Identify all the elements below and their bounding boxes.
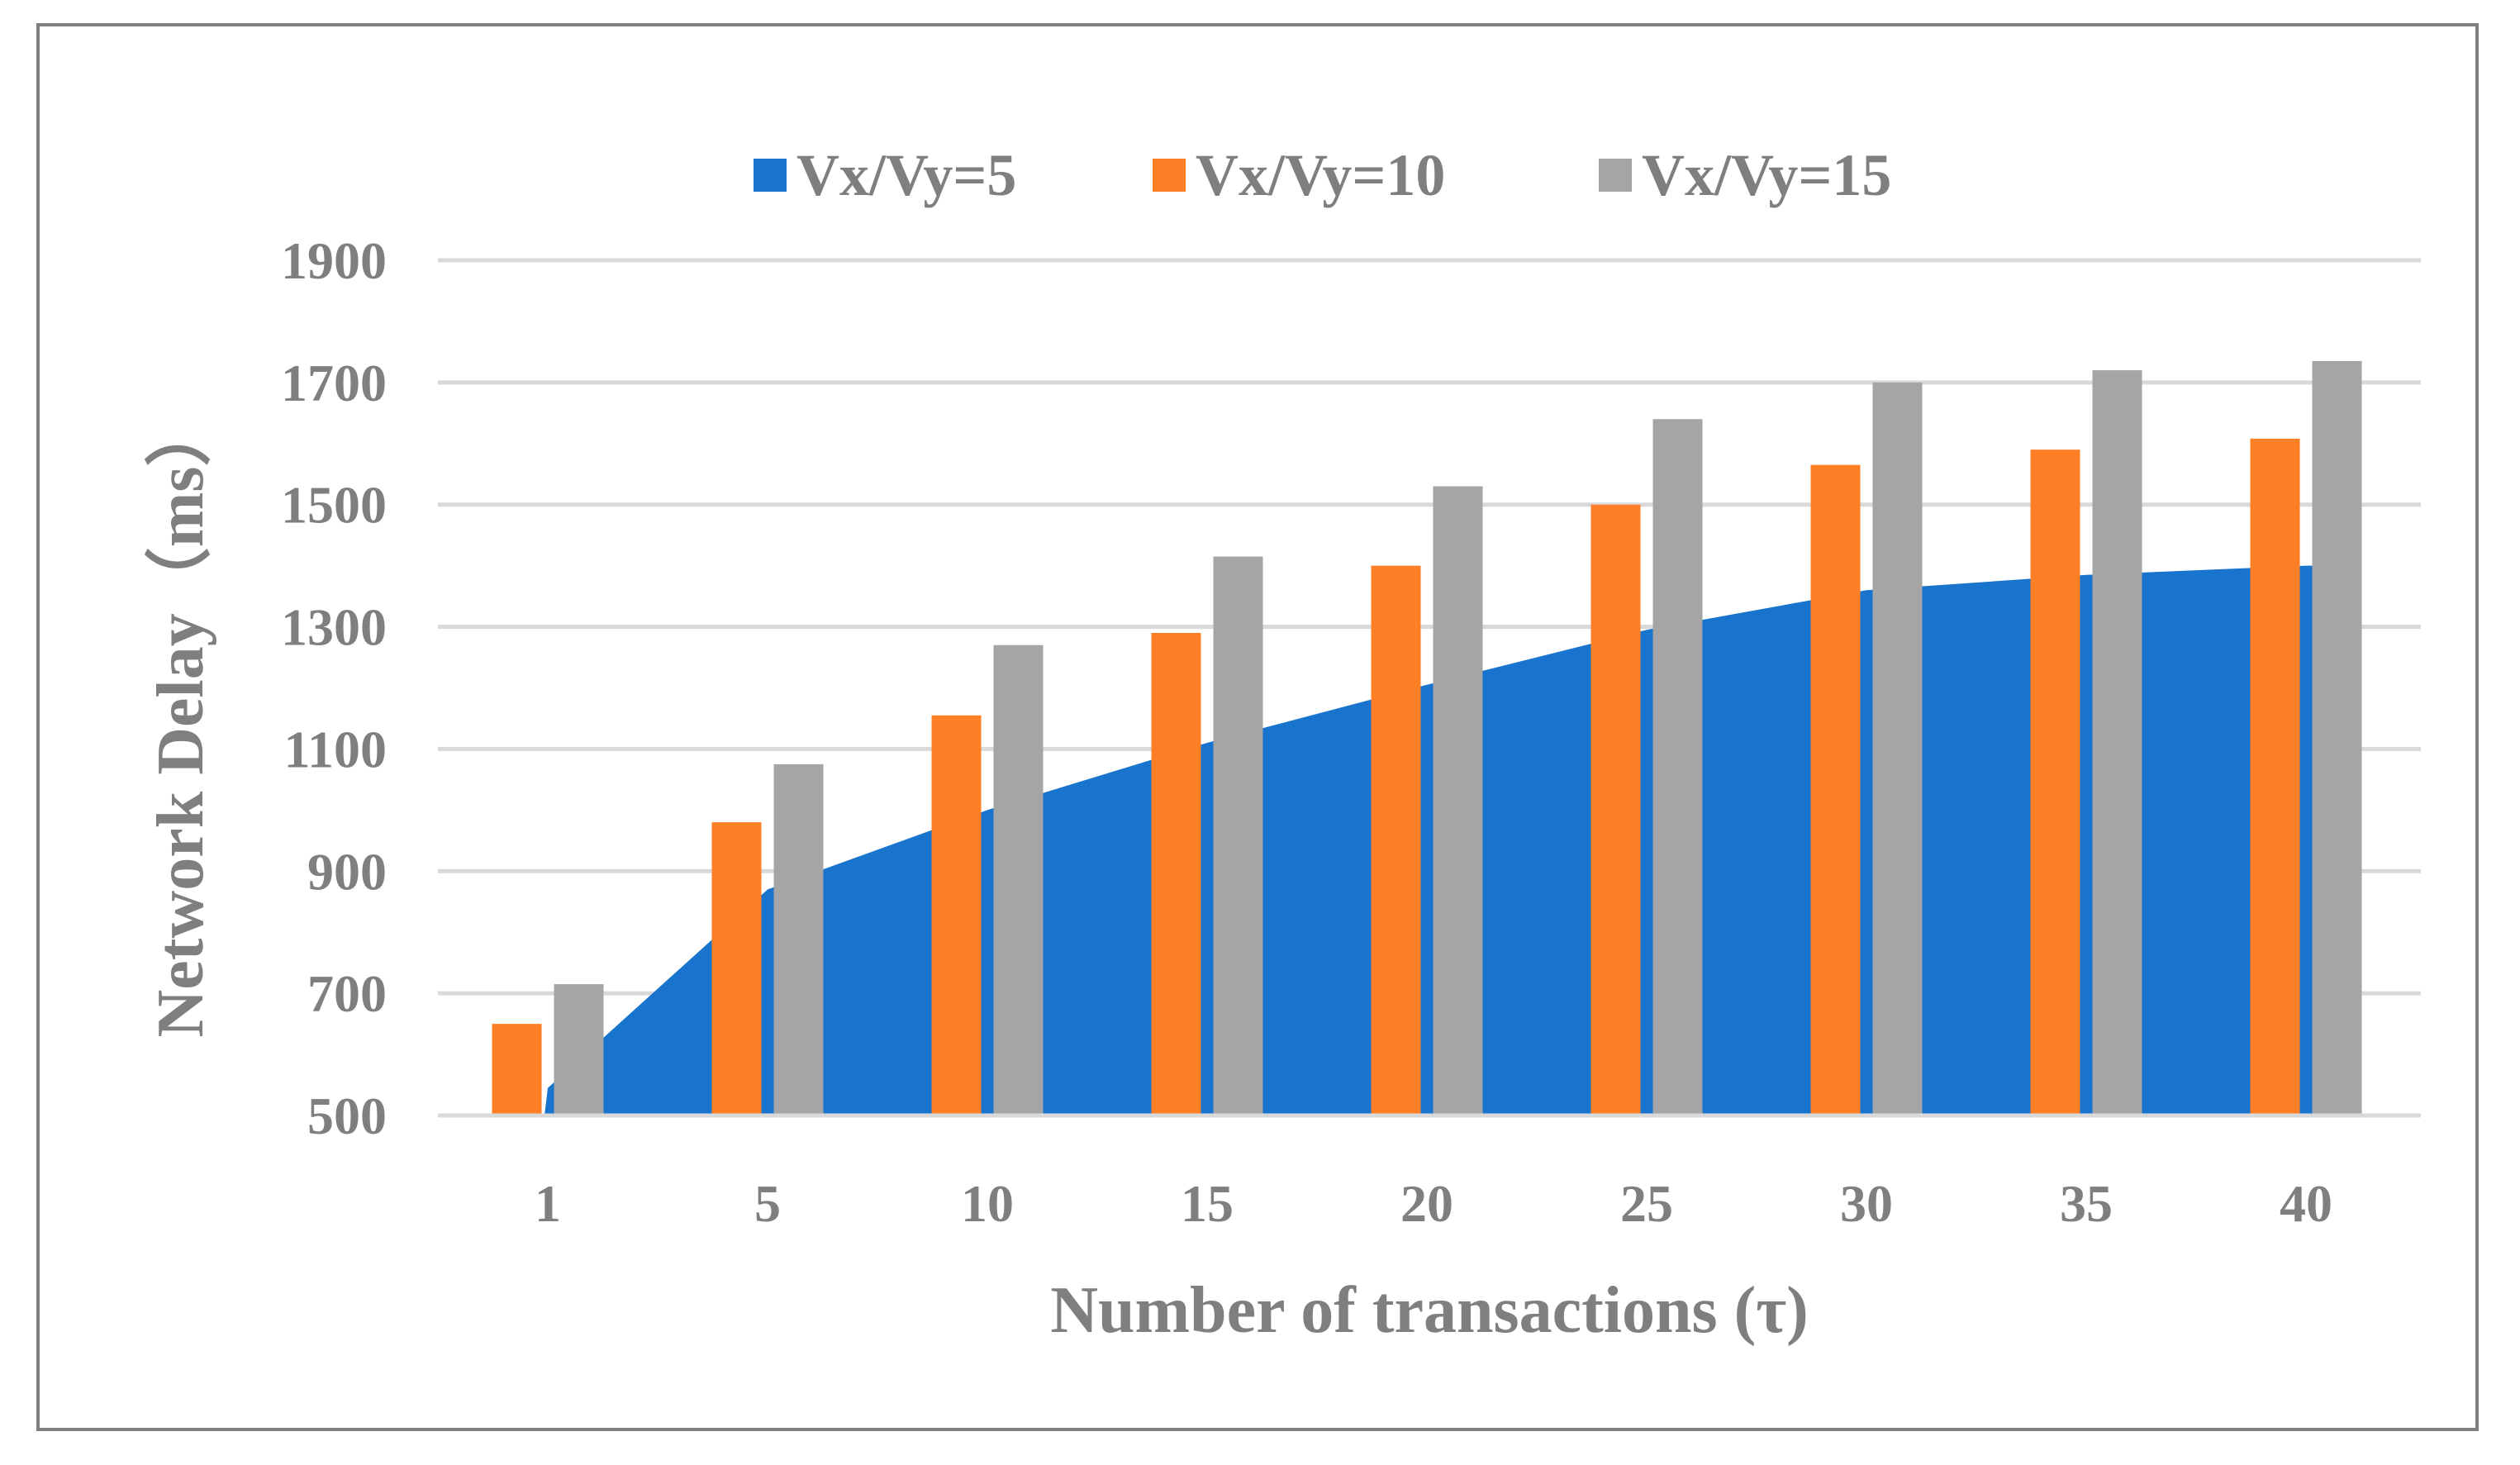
area-series-vx-vy-5 [544, 565, 2314, 1115]
bar-vx-vy-10 [711, 822, 762, 1115]
legend: Vx/Vy=5 Vx/Vy=10 Vx/Vy=15 [754, 142, 1891, 208]
legend-swatch [1153, 159, 1186, 192]
bar-vx-vy-10 [1590, 504, 1641, 1115]
x-tick-label: 25 [1620, 1174, 1673, 1233]
y-tick-label: 700 [307, 964, 387, 1023]
bar-vx-vy-10 [1810, 464, 1861, 1115]
bar-vx-vy-15 [773, 763, 824, 1115]
x-tick-label: 30 [1840, 1174, 1893, 1233]
x-tick-label: 5 [754, 1174, 781, 1233]
bar-vx-vy-10 [2250, 438, 2300, 1115]
x-tick-label: 1 [535, 1174, 561, 1233]
legend-swatch [754, 159, 787, 192]
x-tick-label: 20 [1400, 1174, 1453, 1233]
y-tick-label: 500 [307, 1087, 387, 1145]
x-tick-label: 40 [2280, 1174, 2332, 1233]
bar-vx-vy-10 [931, 715, 982, 1115]
legend-label: Vx/Vy=15 [1642, 142, 1891, 208]
bar-vx-vy-15 [993, 645, 1044, 1115]
legend-label: Vx/Vy=10 [1196, 142, 1445, 208]
bar-vx-vy-10 [2030, 449, 2080, 1115]
y-axis-title: Network Delay（ms） [145, 401, 217, 1038]
area-series-layer [544, 565, 2314, 1115]
x-axis-title: Number of transactions (τ) [1050, 1274, 1809, 1347]
bar-vx-vy-15 [1652, 419, 1703, 1115]
bar-vx-vy-10 [1371, 565, 1421, 1115]
bar-series-layer [438, 360, 2421, 1118]
x-tick-label: 10 [961, 1174, 1014, 1233]
legend-label: Vx/Vy=5 [796, 142, 1016, 208]
y-tick-label: 900 [307, 842, 387, 901]
legend-swatch [1599, 159, 1632, 192]
y-tick-label: 1700 [281, 354, 387, 412]
chart-frame [36, 23, 2479, 1431]
x-tick-label: 35 [2060, 1174, 2113, 1233]
bar-vx-vy-15 [554, 984, 604, 1115]
y-tick-label: 1500 [281, 476, 387, 535]
x-tick-label: 15 [1181, 1174, 1234, 1233]
x-tick-labels: 1 5 10 15 20 25 30 35 40 [535, 1174, 2332, 1233]
bar-vx-vy-10 [1151, 632, 1201, 1115]
bar-vx-vy-15 [1872, 382, 1923, 1115]
bar-vx-vy-15 [1213, 556, 1263, 1115]
y-tick-labels: 500 700 900 1100 1300 1500 1700 1900 [281, 231, 387, 1145]
bar-vx-vy-15 [2312, 360, 2362, 1115]
bar-vx-vy-15 [1433, 486, 1483, 1115]
bar-vx-vy-15 [2092, 370, 2142, 1116]
bar-vx-vy-10 [492, 1024, 542, 1115]
y-tick-label: 1300 [281, 598, 387, 657]
y-tick-label: 1100 [284, 720, 387, 778]
y-tick-label: 1900 [281, 231, 387, 290]
